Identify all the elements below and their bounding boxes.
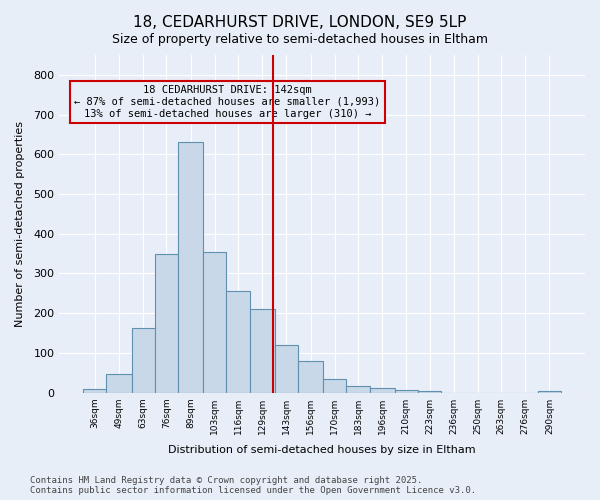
Bar: [178, 142, 203, 392]
Text: Contains HM Land Registry data © Crown copyright and database right 2025.
Contai: Contains HM Land Registry data © Crown c…: [30, 476, 476, 495]
Y-axis label: Number of semi-detached properties: Number of semi-detached properties: [15, 121, 25, 327]
Bar: [298, 361, 323, 392]
Text: Size of property relative to semi-detached houses in Eltham: Size of property relative to semi-detach…: [112, 32, 488, 46]
Bar: [370, 388, 395, 392]
Text: 18, CEDARHURST DRIVE, LONDON, SE9 5LP: 18, CEDARHURST DRIVE, LONDON, SE9 5LP: [133, 15, 467, 30]
Bar: [203, 252, 226, 392]
Bar: [395, 390, 418, 392]
Text: 18 CEDARHURST DRIVE: 142sqm
← 87% of semi-detached houses are smaller (1,993)
13: 18 CEDARHURST DRIVE: 142sqm ← 87% of sem…: [74, 86, 380, 118]
Bar: [323, 378, 346, 392]
X-axis label: Distribution of semi-detached houses by size in Eltham: Distribution of semi-detached houses by …: [169, 445, 476, 455]
Bar: [250, 309, 275, 392]
Bar: [131, 328, 155, 392]
Bar: [226, 292, 250, 392]
Bar: [538, 390, 561, 392]
Bar: [346, 386, 370, 392]
Bar: [275, 345, 298, 393]
Bar: [106, 374, 131, 392]
Bar: [155, 254, 178, 392]
Bar: [418, 390, 441, 392]
Bar: [83, 390, 106, 392]
